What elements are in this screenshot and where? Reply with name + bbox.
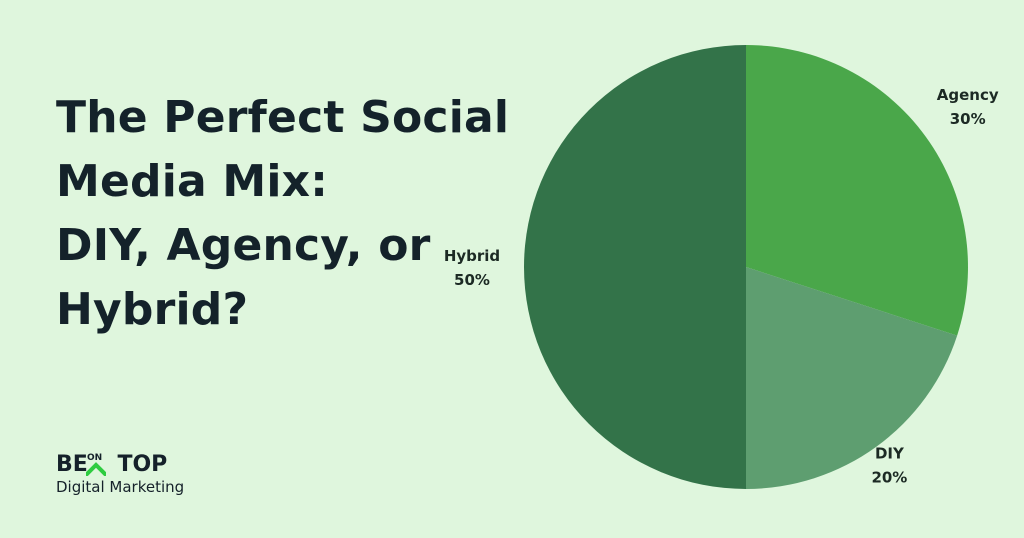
slice-label-hybrid: Hybrid — [444, 247, 500, 265]
slice-value-diy: 20% — [871, 468, 907, 486]
title-line-3: DIY, Agency, or — [56, 220, 431, 271]
brand-logo: BE ON TOP Digital Marketing — [56, 452, 184, 496]
logo-wordmark: BE ON TOP — [56, 452, 184, 478]
pie-slice-agency — [746, 45, 968, 336]
slice-label-agency: Agency — [937, 86, 999, 104]
pie-slice-diy — [746, 267, 958, 489]
logo-part-top: TOP — [117, 452, 168, 477]
title-line-2: Media Mix: — [56, 156, 329, 207]
title-line-4: Hybrid? — [56, 284, 249, 335]
pie-slice-hybrid — [524, 45, 746, 489]
page-title: The Perfect Social Media Mix: DIY, Agenc… — [56, 86, 526, 342]
pie-chart-svg: Agency 30% DIY 20% Hybrid 50% — [444, 45, 999, 489]
logo-chevron-icon — [86, 462, 106, 476]
logo-part-on: ON — [87, 453, 103, 463]
slice-value-agency: 30% — [950, 110, 986, 128]
logo-part-be: BE — [56, 452, 88, 477]
logo-subtitle: Digital Marketing — [56, 478, 185, 496]
slice-value-hybrid: 50% — [454, 271, 490, 289]
logo-on-mark: ON — [86, 452, 106, 478]
slice-label-diy: DIY — [875, 444, 905, 462]
pie-chart: Agency 30% DIY 20% Hybrid 50% — [440, 20, 1024, 520]
title-line-1: The Perfect Social — [56, 92, 510, 143]
